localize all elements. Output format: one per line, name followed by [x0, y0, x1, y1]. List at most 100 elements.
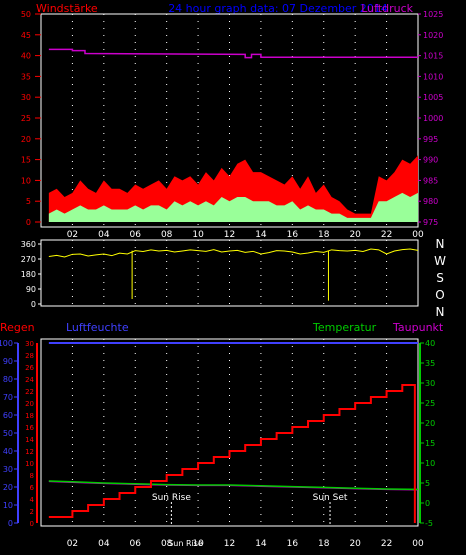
pressure-tick-label: 985 [423, 176, 438, 185]
temperature-tick-label: 5 [425, 479, 430, 488]
rain-x-tick-label: 04 [98, 539, 110, 549]
direction-letter-n-top: N [436, 237, 445, 251]
humidity-tick-label: 10 [3, 501, 13, 510]
wind-x-tick-label: 00 [412, 230, 424, 240]
humidity-tick-label: 40 [3, 447, 13, 456]
wind-tick-label: 20 [21, 135, 31, 144]
wind-x-tick-label: 12 [224, 230, 235, 240]
rain-axis-title: Regen [0, 321, 35, 334]
graph-title: 24 hour graph data: 07 Dezember 2014 [168, 2, 388, 15]
sunrise-label: Sun Rise [152, 493, 191, 503]
direction-line [48, 248, 419, 258]
wind-x-tick-label: 16 [287, 230, 299, 240]
wind-tick-label: 15 [21, 156, 31, 165]
wind-tick-label: 0 [26, 218, 31, 227]
rain-x-tick-label: 18 [318, 539, 330, 549]
rain-tick-label: 26 [25, 364, 34, 372]
rain-tick-label: 8 [30, 472, 34, 480]
pressure-tick-label: 1015 [423, 52, 443, 61]
pressure-tick-label: 1000 [423, 114, 443, 123]
wind-x-tick-label: 02 [67, 230, 78, 240]
rain-x-tick-label: 10 [192, 539, 204, 549]
humidity-tick-label: 50 [3, 429, 13, 438]
pressure-tick-label: 980 [423, 197, 438, 206]
direction-letter-w: W [434, 254, 446, 268]
humidity-tick-label: 80 [3, 375, 13, 384]
pressure-tick-label: 1025 [423, 10, 443, 19]
wind-axis-title: Windstärke [36, 2, 98, 15]
direction-letter-s: S [436, 271, 444, 285]
sunset-label: Sun Set [313, 493, 348, 503]
pressure-tick-label: 975 [423, 218, 438, 227]
direction-tick-label: 90 [26, 285, 36, 294]
wind-tick-label: 30 [21, 93, 31, 102]
wind-average-area [48, 192, 419, 222]
humidity-tick-label: 100 [0, 339, 13, 348]
rain-x-tick-label: 06 [130, 539, 142, 549]
pressure-tick-label: 1010 [423, 72, 443, 81]
wind-x-tick-label: 04 [98, 230, 110, 240]
rain-x-tick-label: 16 [287, 539, 299, 549]
rain-tick-label: 0 [30, 520, 34, 528]
rain-x-tick-label: 00 [412, 539, 424, 549]
temperature-tick-label: -5 [425, 519, 433, 528]
rain-tick-label: 24 [25, 376, 34, 384]
wind-x-tick-label: 20 [349, 230, 361, 240]
rain-x-tick-label: Sun Rise [168, 539, 203, 548]
rain-tick-label: 18 [25, 412, 34, 420]
pressure-tick-label: 1005 [423, 93, 443, 102]
direction-letter-o: O [435, 288, 444, 302]
wind-x-tick-label: 18 [318, 230, 330, 240]
rain-tick-label: 28 [25, 352, 34, 360]
pressure-axis-title: Luftdruck [361, 2, 413, 15]
temperature-tick-label: 0 [425, 499, 430, 508]
rain-tick-label: 10 [25, 460, 34, 468]
rain-x-tick-label: 22 [381, 539, 392, 549]
direction-letter-n-bottom: N [436, 305, 445, 319]
temperature-tick-label: 10 [425, 459, 435, 468]
pressure-tick-label: 990 [423, 156, 438, 165]
wind-tick-label: 50 [21, 10, 31, 19]
rain-tick-label: 12 [25, 448, 34, 456]
rain-tick-label: 30 [25, 340, 34, 348]
humidity-tick-label: 90 [3, 357, 13, 366]
pressure-tick-label: 995 [423, 135, 438, 144]
rain-tick-label: 20 [25, 400, 34, 408]
wind-tick-label: 40 [21, 52, 31, 61]
humidity-tick-label: 30 [3, 465, 13, 474]
humidity-axis-title: Luftfeuchte [66, 321, 129, 334]
rain-tick-label: 6 [30, 484, 35, 492]
rain-tick-label: 2 [30, 508, 34, 516]
rain-line [48, 384, 416, 523]
dewpoint-axis-title: Taupunkt [392, 321, 444, 334]
humidity-tick-label: 60 [3, 411, 13, 420]
wind-tick-label: 35 [21, 72, 31, 81]
temperature-tick-label: 30 [425, 379, 435, 388]
rain-x-tick-label: 14 [255, 539, 267, 549]
humidity-tick-label: 0 [8, 519, 13, 528]
wind-x-tick-label: 08 [161, 230, 173, 240]
temperature-tick-label: 35 [425, 359, 435, 368]
temperature-tick-label: 20 [425, 419, 435, 428]
wind-x-tick-label: 06 [130, 230, 142, 240]
rain-tick-label: 16 [25, 424, 34, 432]
humidity-tick-label: 70 [3, 393, 13, 402]
wind-x-tick-label: 14 [255, 230, 267, 240]
humidity-tick-label: 20 [3, 483, 13, 492]
direction-tick-label: 270 [21, 255, 36, 264]
pressure-line [48, 48, 418, 59]
temperature-tick-label: 40 [425, 339, 435, 348]
wind-x-tick-label: 10 [192, 230, 204, 240]
wind-tick-label: 45 [21, 31, 31, 40]
wind-tick-label: 5 [26, 197, 31, 206]
rain-x-tick-label: 02 [67, 539, 78, 549]
direction-tick-label: 360 [21, 240, 36, 249]
temperature-tick-label: 15 [425, 439, 435, 448]
rain-tick-label: 14 [25, 436, 34, 444]
direction-tick-label: 180 [21, 270, 36, 279]
pressure-tick-label: 1020 [423, 31, 443, 40]
wind-tick-label: 10 [21, 176, 31, 185]
rain-x-tick-label: 12 [224, 539, 235, 549]
chart-marks: 0510152025303540455097598098599099510001… [0, 10, 443, 549]
